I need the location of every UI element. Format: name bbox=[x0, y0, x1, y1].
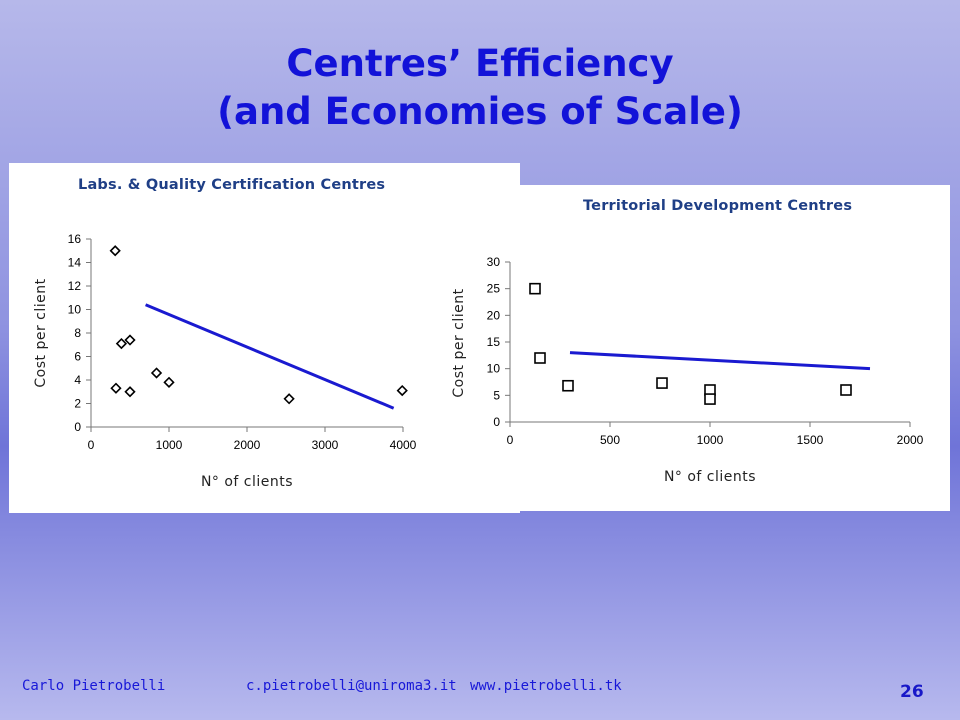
data-point-square bbox=[529, 282, 541, 295]
footer-author: Carlo Pietrobelli bbox=[22, 678, 166, 694]
data-point-square bbox=[704, 393, 716, 405]
x-axis-label: N° of clients bbox=[664, 469, 756, 485]
slide-title-line2: (and Economies of Scale) bbox=[217, 90, 743, 133]
y-axis-label: Cost per client bbox=[33, 278, 49, 387]
data-point-diamond bbox=[396, 384, 408, 397]
x-tick-label: 2000 bbox=[234, 438, 261, 452]
chart-title-territorial: Territorial Development Centres bbox=[583, 198, 853, 214]
y-tick-label: 20 bbox=[487, 308, 501, 322]
y-tick-label: 2 bbox=[74, 397, 81, 411]
y-tick-label: 6 bbox=[74, 350, 81, 364]
y-tick-label: 4 bbox=[74, 373, 81, 387]
data-point-square bbox=[840, 384, 852, 396]
x-tick-label: 1000 bbox=[697, 433, 724, 447]
data-point-diamond bbox=[283, 393, 295, 405]
y-tick-label: 14 bbox=[68, 256, 82, 270]
y-tick-label: 5 bbox=[493, 388, 500, 402]
slide-title-line1: Centres’ Efficiency bbox=[286, 42, 674, 85]
x-tick-label: 0 bbox=[88, 438, 95, 452]
footer-email[interactable]: c.pietrobelli@uniroma3.it bbox=[246, 678, 457, 694]
data-point-diamond bbox=[124, 334, 136, 346]
x-tick-label: 1000 bbox=[156, 438, 183, 452]
y-axis-label: Cost per client bbox=[451, 288, 467, 397]
page-number: 26 bbox=[900, 682, 924, 702]
data-point-square bbox=[562, 379, 574, 392]
x-tick-label: 1500 bbox=[797, 433, 824, 447]
x-axis-label: N° of clients bbox=[201, 474, 293, 490]
x-tick-label: 2000 bbox=[897, 433, 924, 447]
data-point-diamond bbox=[124, 386, 136, 398]
data-point-diamond bbox=[115, 337, 128, 350]
y-tick-label: 16 bbox=[68, 232, 82, 246]
chart-panel-territorial: Territorial Development Centres 0 5 10 15 20… bbox=[428, 185, 950, 511]
footer-url[interactable]: www.pietrobelli.tk bbox=[470, 678, 622, 694]
data-point-square bbox=[656, 377, 668, 389]
x-tick-label: 4000 bbox=[390, 438, 417, 452]
x-tick-label: 500 bbox=[600, 433, 620, 447]
data-point-diamond bbox=[163, 376, 175, 388]
scatter-chart-territorial: 0 5 10 15 20 25 30 0 500 1000 1500 2000 N° of client… bbox=[451, 255, 924, 485]
y-tick-label: 0 bbox=[493, 415, 500, 429]
data-point-diamond bbox=[150, 367, 163, 379]
slide-title: Centres’ Efficiency (and Economies of Sc… bbox=[0, 40, 960, 136]
y-tick-label: 30 bbox=[487, 255, 501, 269]
y-tick-label: 25 bbox=[487, 282, 501, 296]
y-tick-label: 10 bbox=[68, 303, 82, 317]
trend-line bbox=[569, 351, 871, 371]
data-point-square bbox=[534, 352, 546, 364]
x-tick-label: 0 bbox=[507, 433, 514, 447]
y-tick-label: 10 bbox=[487, 362, 501, 376]
scatter-chart-labs: 0 2 4 6 8 10 12 14 16 0 1000 2000 3000 4000 N° of clie… bbox=[33, 232, 417, 490]
data-point-diamond bbox=[109, 245, 121, 257]
y-tick-label: 15 bbox=[487, 335, 501, 349]
data-point-diamond bbox=[110, 382, 122, 394]
trend-line bbox=[145, 303, 395, 410]
y-tick-label: 0 bbox=[74, 420, 81, 434]
y-tick-label: 8 bbox=[74, 326, 81, 340]
x-tick-label: 3000 bbox=[312, 438, 339, 452]
chart-title-labs: Labs. & Quality Certification Centres bbox=[78, 177, 386, 193]
y-tick-label: 12 bbox=[68, 279, 82, 293]
